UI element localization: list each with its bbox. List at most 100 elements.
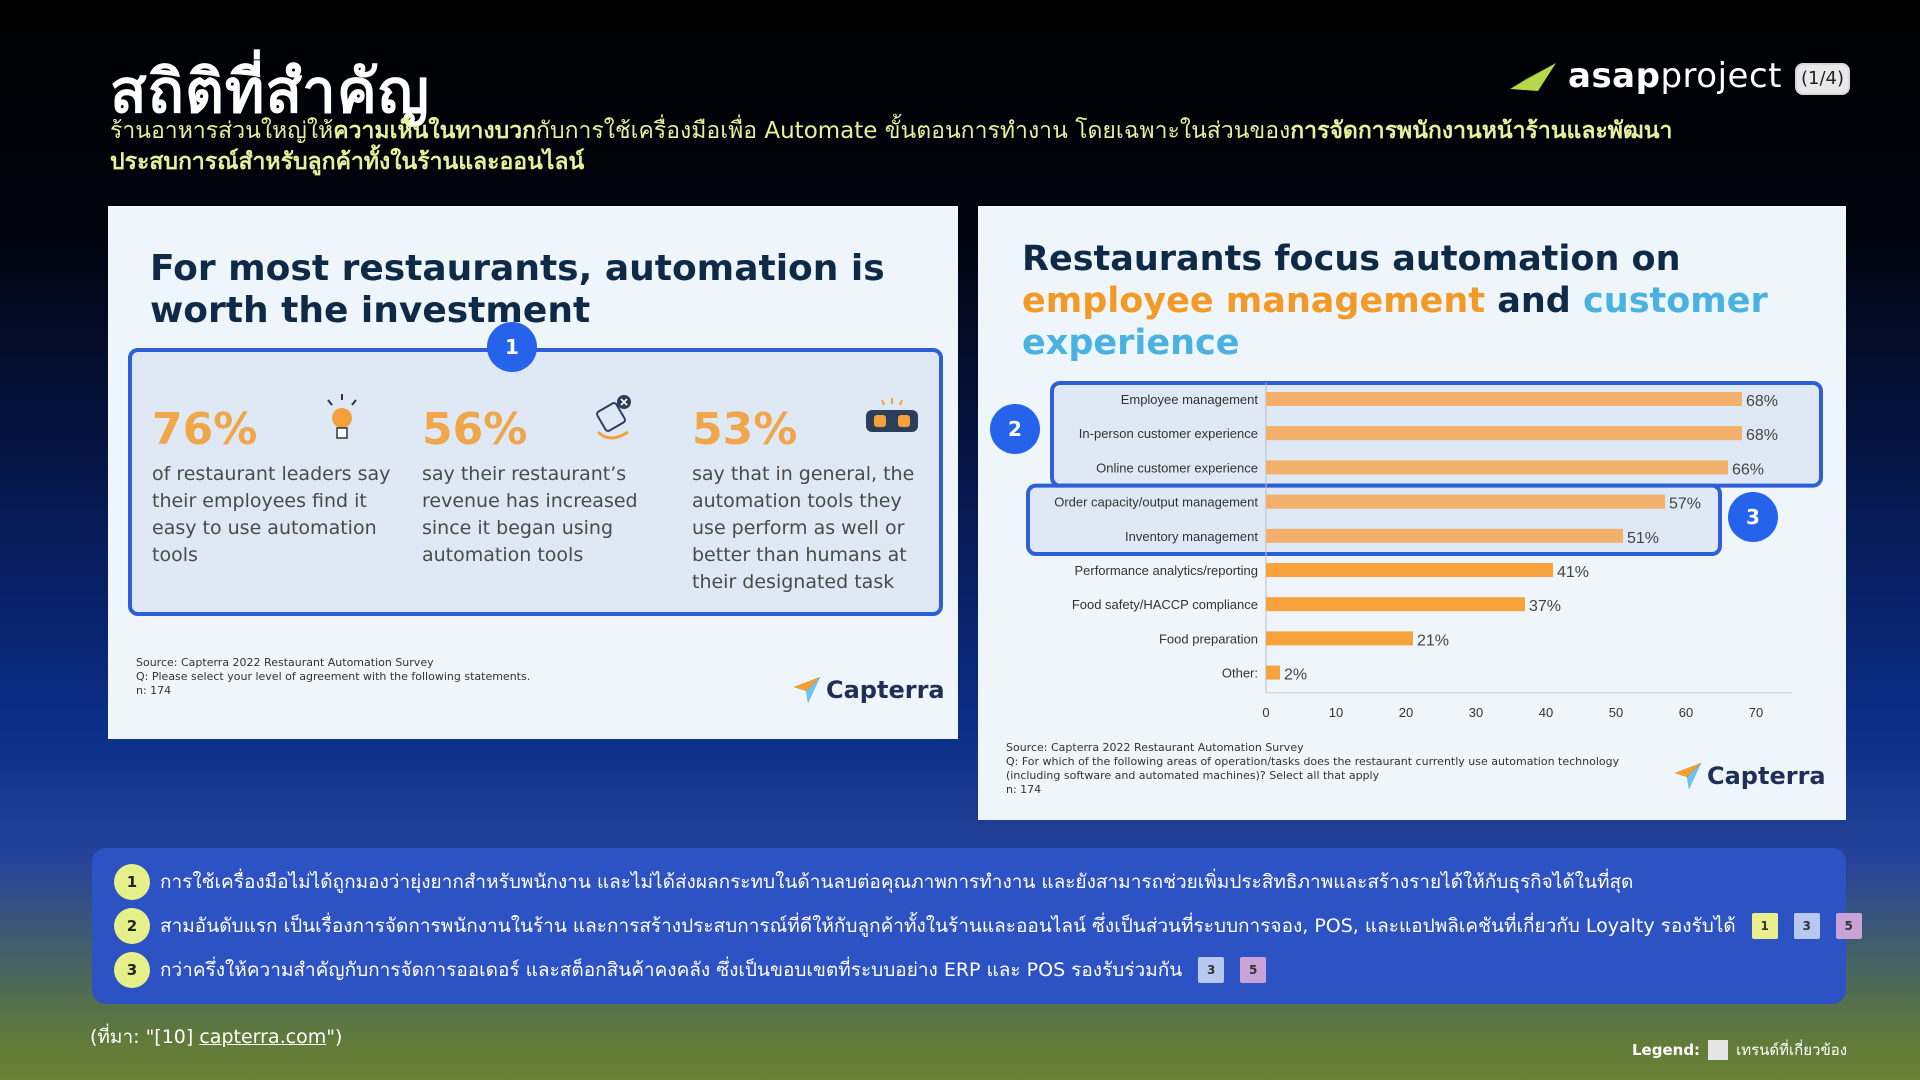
x-tick-label: 30 <box>1469 705 1483 720</box>
title-highlight-blue: customer experience <box>1022 281 1768 363</box>
x-tick-label: 10 <box>1329 705 1343 720</box>
source-line: Q: For which of the following areas of o… <box>1006 755 1620 768</box>
brand-name-bold: asap <box>1568 56 1661 96</box>
badge-3: 3 <box>1728 492 1778 542</box>
stat-description: of restaurant leaders say their employee… <box>152 463 391 566</box>
capterra-text: Capterra <box>1707 762 1826 790</box>
stat-item: 53% say that in general, the automation … <box>692 404 932 596</box>
page-indicator: (1/4) <box>1795 63 1850 95</box>
x-tick-label: 40 <box>1539 705 1553 720</box>
page-title: สถิติที่สำคัญ <box>110 57 431 127</box>
category-label: Employee management <box>1121 392 1259 407</box>
source-prefix: (ที่มา: "[10] <box>90 1026 200 1048</box>
badge-1: 1 <box>487 322 537 372</box>
left-stats-panel: For most restaurants, automation is wort… <box>108 206 958 739</box>
bar <box>1266 665 1280 680</box>
left-panel-title: For most restaurants, automation is wort… <box>150 248 885 331</box>
bar <box>1266 392 1742 406</box>
badge-2: 2 <box>990 404 1040 454</box>
stats-box: 76% of restaurant leaders say their empl… <box>128 348 943 616</box>
note-row: 3 กว่าครึ่งให้ความสำคัญกับการจัดการออเดอร… <box>114 952 1267 988</box>
source-line: n: 174 <box>1006 783 1042 796</box>
category-label: Inventory management <box>1125 529 1258 544</box>
title-part: and <box>1497 281 1571 321</box>
value-label: 68% <box>1746 427 1778 444</box>
x-tick-label: 70 <box>1749 705 1763 720</box>
capterra-text: Capterra <box>826 676 945 704</box>
stat-percent: 53% <box>692 404 798 455</box>
category-label: Food safety/HACCP compliance <box>1072 597 1258 612</box>
x-tick-label: 50 <box>1609 705 1623 720</box>
legend-swatch <box>1708 1040 1729 1060</box>
brand-logo: asapproject <box>1508 56 1782 96</box>
stat-percent: 76% <box>152 404 258 455</box>
source-line: Q: Please select your level of agreement… <box>136 670 531 683</box>
note-row: 1 การใช้เครื่องมือไม่ได้ถูกมองว่ายุ่งยากส… <box>114 864 1633 900</box>
source-link[interactable]: capterra.com <box>199 1026 327 1048</box>
money-hand-icon <box>596 395 631 440</box>
x-tick-label: 60 <box>1679 705 1693 720</box>
capterra-logo: Capterra <box>1675 762 1826 790</box>
legend: Legend: เทรนด์ที่เกี่ยวข้อง <box>1632 1038 1847 1062</box>
bar <box>1266 528 1623 543</box>
right-source-note: Source: Capterra 2022 Restaurant Automat… <box>1006 741 1619 797</box>
source-line: n: 174 <box>136 684 172 697</box>
legend-text: เทรนด์ที่เกี่ยวข้อง <box>1736 1041 1848 1059</box>
legend-label: Legend: <box>1632 1041 1701 1059</box>
subtitle-part: กับการใช้เครื่องมือเพื่อ Automate ขั้นตอ… <box>536 118 1291 144</box>
category-label: Order capacity/output management <box>1054 495 1258 510</box>
value-label: 66% <box>1732 461 1764 478</box>
note-number-badge: 2 <box>114 908 150 944</box>
bar <box>1266 631 1413 646</box>
category-label: Performance analytics/reporting <box>1074 563 1258 578</box>
note-number-badge: 3 <box>114 952 150 988</box>
right-chart-panel: Restaurants focus automation on employee… <box>978 206 1846 820</box>
right-panel-title: Restaurants focus automation on employee… <box>1022 238 1822 364</box>
trend-tag: 5 <box>1835 913 1862 939</box>
title-highlight-orange: employee management <box>1022 281 1486 321</box>
source-line: Source: Capterra 2022 Restaurant Automat… <box>1006 741 1304 754</box>
stat-item: 76% of restaurant leaders say their empl… <box>152 404 392 569</box>
source-line: Source: Capterra 2022 Restaurant Automat… <box>136 656 434 669</box>
lightbulb-icon <box>327 394 357 439</box>
paper-plane-icon <box>1510 63 1556 91</box>
brand-name-rest: project <box>1660 56 1782 96</box>
bar <box>1266 426 1742 441</box>
notes-box: 1 การใช้เครื่องมือไม่ได้ถูกมองว่ายุ่งยากส… <box>92 848 1862 1004</box>
value-label: 2% <box>1284 667 1307 684</box>
trend-tag: 3 <box>1793 913 1820 939</box>
source-citation: (ที่มา: "[10] capterra.com") <box>90 1022 342 1052</box>
capterra-arrow-icon <box>794 677 820 703</box>
value-label: 41% <box>1557 564 1589 581</box>
value-label: 21% <box>1417 632 1449 649</box>
value-label: 37% <box>1529 598 1561 615</box>
subtitle-part: ความเห็นในทางบวก <box>333 118 537 144</box>
title-part: Restaurants focus automation on <box>1022 239 1681 279</box>
subtitle-part: ร้านอาหารส่วนใหญ่ให้ <box>110 118 334 144</box>
value-label: 57% <box>1669 496 1701 513</box>
source-suffix: ") <box>326 1026 343 1048</box>
trend-tag: 5 <box>1240 957 1267 983</box>
subtitle-part: การจัดการพนักงานหน้าร้านและพัฒนาประสบการ… <box>110 118 1673 175</box>
stat-percent: 56% <box>422 404 528 455</box>
bar <box>1266 563 1553 577</box>
left-source-note: Source: Capterra 2022 Restaurant Automat… <box>136 656 530 698</box>
stat-item: 56% say their restaurant’s revenue has i… <box>422 404 662 569</box>
capterra-logo: Capterra <box>794 676 945 704</box>
note-text: กว่าครึ่งให้ความสำคัญกับการจัดการออเดอร์… <box>160 959 1183 981</box>
note-number-badge: 1 <box>114 864 150 900</box>
bar <box>1266 597 1525 612</box>
robot-icon <box>866 398 918 432</box>
note-row: 2 สามอันดับแรก เป็นเรื่องการจัดการพนักงาน… <box>114 908 1862 944</box>
value-label: 68% <box>1746 393 1778 410</box>
category-label: In-person customer experience <box>1079 426 1258 441</box>
category-label: Food preparation <box>1159 631 1258 646</box>
page-subtitle: ร้านอาหารส่วนใหญ่ให้ความเห็นในทางบวกกับก… <box>110 116 1730 178</box>
trend-tag: 1 <box>1751 913 1778 939</box>
x-tick-label: 0 <box>1262 705 1269 720</box>
x-tick-label: 20 <box>1399 705 1413 720</box>
source-line: (including software and automated machin… <box>1006 769 1380 782</box>
category-label: Other: <box>1222 666 1258 681</box>
stat-description: say their restaurant’s revenue has incre… <box>422 463 638 566</box>
value-label: 51% <box>1627 530 1659 547</box>
